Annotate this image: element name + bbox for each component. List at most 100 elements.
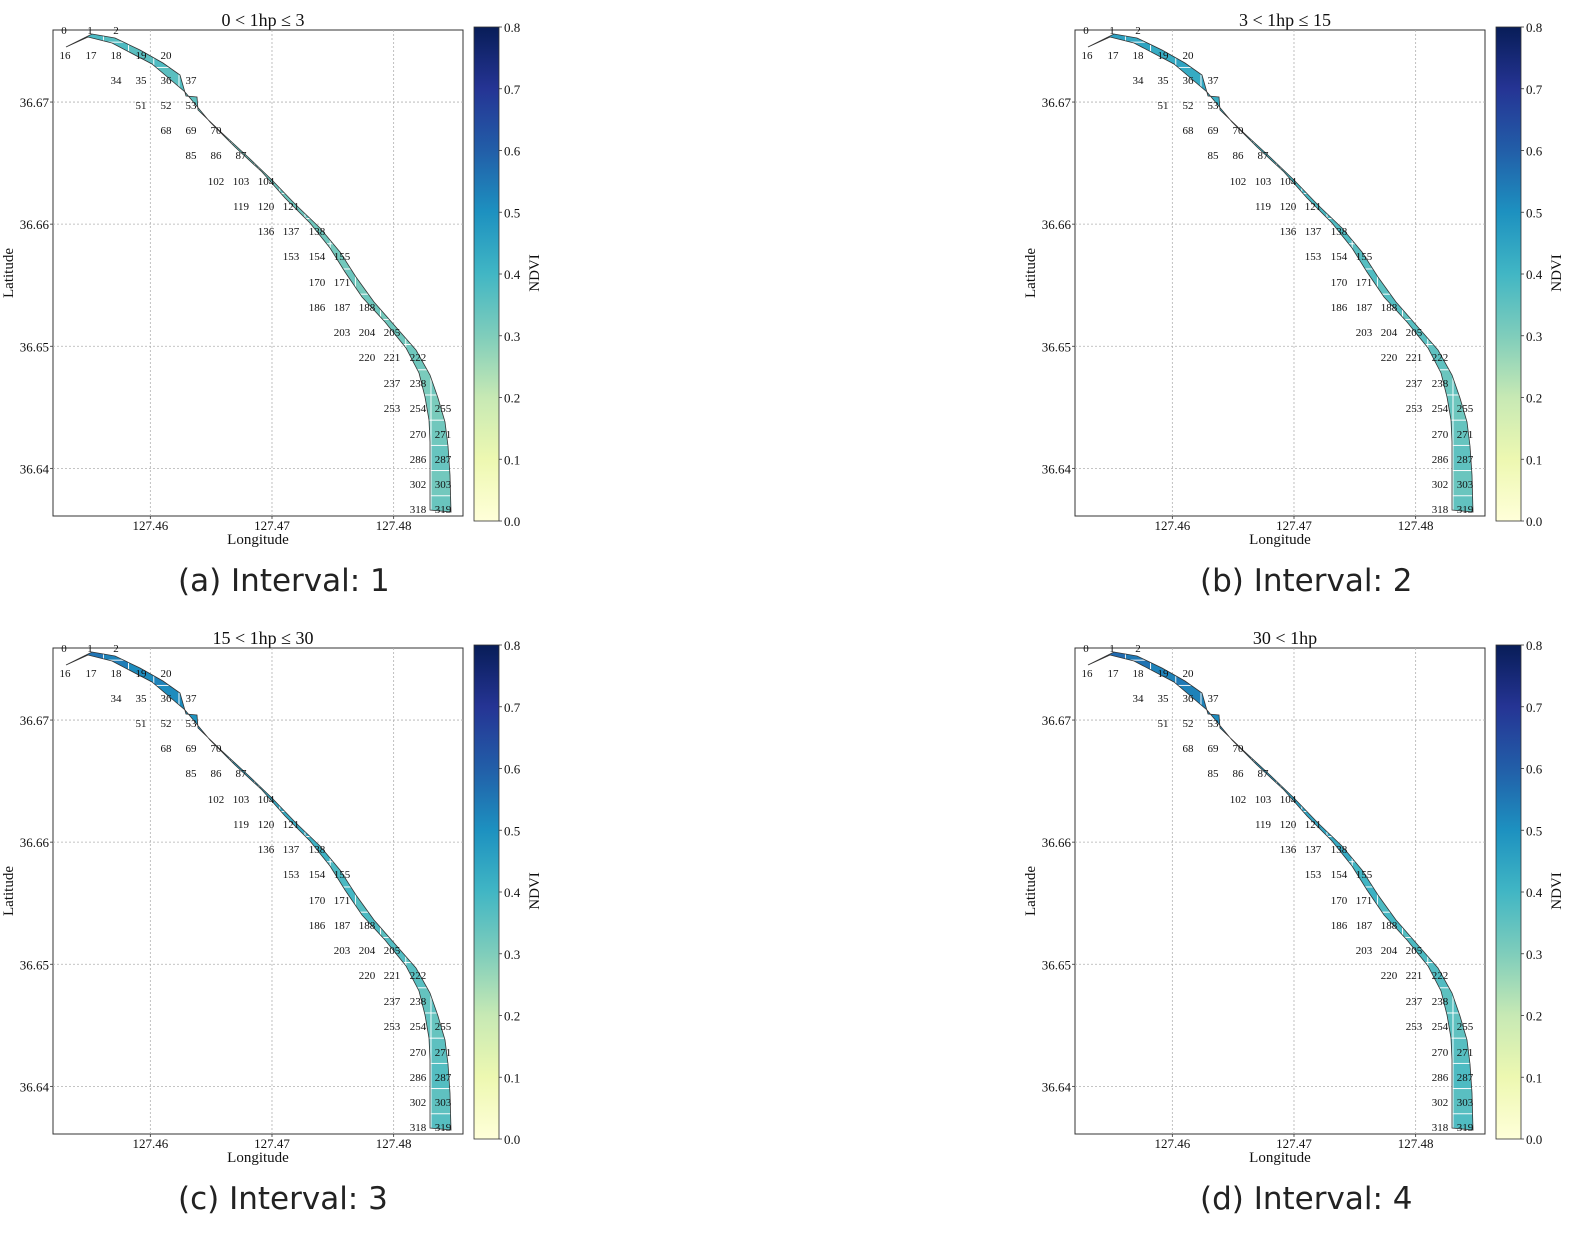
cell-label: 119 bbox=[1255, 201, 1272, 213]
cell-label: 270 bbox=[1432, 429, 1449, 441]
panel-b: 3 < 1hp ≤ 15 0 1 2 16 17 18 19 20 34 35 36 37 51 52 53 6… bbox=[1022, 0, 1582, 560]
cell-label: 318 bbox=[1432, 1122, 1449, 1134]
cell-label: 18 bbox=[1133, 668, 1145, 680]
colorbar-tick-label: 0.3 bbox=[504, 329, 520, 344]
cell-label: 205 bbox=[384, 945, 401, 957]
cell-label: 188 bbox=[359, 920, 376, 932]
cell-label: 1 bbox=[87, 643, 93, 655]
caption-b: (b) Interval: 2 bbox=[1200, 563, 1413, 599]
cell-label: 102 bbox=[208, 176, 225, 188]
cell-label: 238 bbox=[1432, 996, 1449, 1008]
x-tick-label: 127.47 bbox=[254, 1136, 290, 1151]
cell-label: 154 bbox=[309, 251, 326, 263]
cell-label: 303 bbox=[1457, 1097, 1474, 1109]
colorbar-tick-label: 0.1 bbox=[1526, 1070, 1542, 1085]
chart-title: 0 < 1hp ≤ 3 bbox=[221, 10, 304, 30]
cell-label: 17 bbox=[86, 50, 98, 62]
cell-label: 53 bbox=[186, 100, 198, 112]
colorbar-tick-label: 0.0 bbox=[504, 514, 520, 529]
cell-label: 120 bbox=[1280, 201, 1297, 213]
cell-label: 104 bbox=[1280, 794, 1297, 806]
cell-label: 53 bbox=[186, 718, 198, 730]
cell-label: 18 bbox=[111, 50, 123, 62]
cell-label: 319 bbox=[435, 1122, 452, 1134]
cell-label: 187 bbox=[1356, 302, 1373, 314]
cell-label: 255 bbox=[435, 1021, 452, 1033]
cell-label: 36 bbox=[1183, 693, 1195, 705]
cell-label: 51 bbox=[1158, 100, 1169, 112]
cell-label: 119 bbox=[233, 201, 250, 213]
cell-label: 86 bbox=[1233, 768, 1245, 780]
cell-label: 86 bbox=[211, 150, 223, 162]
cell-label: 220 bbox=[1381, 970, 1398, 982]
cell-label: 286 bbox=[410, 1072, 427, 1084]
colorbar-tick-label: 0.0 bbox=[504, 1132, 520, 1147]
cell-label: 187 bbox=[1356, 920, 1373, 932]
cell-label: 271 bbox=[435, 429, 452, 441]
cell-label: 19 bbox=[1158, 668, 1170, 680]
cell-label: 53 bbox=[1208, 718, 1220, 730]
x-axis-label: Longitude bbox=[227, 1150, 289, 1166]
colorbar-tick-label: 0.5 bbox=[504, 205, 520, 220]
cell-label: 36 bbox=[1183, 75, 1195, 87]
cell-label: 20 bbox=[1183, 668, 1195, 680]
x-tick-label: 127.48 bbox=[376, 1136, 412, 1151]
cell-label: 170 bbox=[1331, 895, 1348, 907]
cell-label: 53 bbox=[1208, 100, 1220, 112]
colorbar-tick-label: 0.3 bbox=[1526, 947, 1542, 962]
cell-label: 51 bbox=[136, 718, 147, 730]
cell-label: 287 bbox=[435, 454, 452, 466]
x-tick-label: 127.48 bbox=[1398, 518, 1434, 533]
cell-label: 221 bbox=[384, 970, 401, 982]
cell-label: 222 bbox=[1432, 970, 1449, 982]
cell-label: 303 bbox=[1457, 479, 1474, 491]
cell-label: 254 bbox=[410, 1021, 427, 1033]
cell-label: 20 bbox=[161, 50, 173, 62]
cell-label: 69 bbox=[186, 743, 198, 755]
cell-label: 203 bbox=[334, 327, 351, 339]
colorbar-tick-label: 0.8 bbox=[504, 20, 520, 35]
cell-label: 220 bbox=[1381, 352, 1398, 364]
cell-label: 19 bbox=[1158, 50, 1170, 62]
colorbar bbox=[473, 644, 500, 1140]
cell-label: 187 bbox=[334, 920, 351, 932]
cell-label: 220 bbox=[359, 352, 376, 364]
cell-label: 221 bbox=[1406, 970, 1423, 982]
x-axis-label: Longitude bbox=[1249, 532, 1311, 548]
cell-label: 0 bbox=[1083, 25, 1089, 37]
cell-label: 170 bbox=[1331, 277, 1348, 289]
cell-label: 205 bbox=[384, 327, 401, 339]
colorbar-tick-label: 0.4 bbox=[1526, 267, 1543, 282]
cell-label: 70 bbox=[1233, 125, 1245, 137]
cell-label: 0 bbox=[61, 643, 67, 655]
cell-label: 286 bbox=[410, 454, 427, 466]
cell-label: 17 bbox=[1108, 668, 1120, 680]
y-axis-label: Latitude bbox=[1, 866, 17, 916]
colorbar-tick-label: 0.7 bbox=[504, 700, 521, 715]
cell-label: 204 bbox=[359, 945, 376, 957]
cell-label: 102 bbox=[1230, 176, 1247, 188]
x-tick-label: 127.47 bbox=[1276, 1136, 1312, 1151]
colorbar-tick-label: 0.4 bbox=[1526, 885, 1543, 900]
cell-label: 119 bbox=[1255, 819, 1272, 831]
chart-title: 3 < 1hp ≤ 15 bbox=[1239, 10, 1331, 30]
cell-label: 37 bbox=[186, 75, 198, 87]
y-tick-label: 36.64 bbox=[1042, 1079, 1072, 1094]
cell-label: 87 bbox=[236, 768, 248, 780]
colorbar bbox=[1495, 644, 1522, 1140]
cell-label: 319 bbox=[1457, 1122, 1474, 1134]
cell-label: 18 bbox=[111, 668, 123, 680]
cell-label: 35 bbox=[136, 75, 148, 87]
cell-label: 102 bbox=[208, 794, 225, 806]
cell-label: 155 bbox=[1356, 869, 1373, 881]
cell-label: 204 bbox=[1381, 327, 1398, 339]
cell-label: 222 bbox=[410, 970, 427, 982]
cell-label: 238 bbox=[1432, 378, 1449, 390]
caption-a: (a) Interval: 1 bbox=[178, 563, 390, 599]
panel-a: 0 < 1hp ≤ 3 0 1 2 16 17 18 19 20 34 35 36 37 51 52 53 68… bbox=[0, 0, 560, 560]
colorbar-tick-label: 0.4 bbox=[504, 267, 521, 282]
cell-label: 171 bbox=[1356, 277, 1373, 289]
cell-label: 254 bbox=[1432, 1021, 1449, 1033]
ndvi-cell bbox=[1452, 495, 1473, 512]
cell-label: 203 bbox=[1356, 945, 1373, 957]
